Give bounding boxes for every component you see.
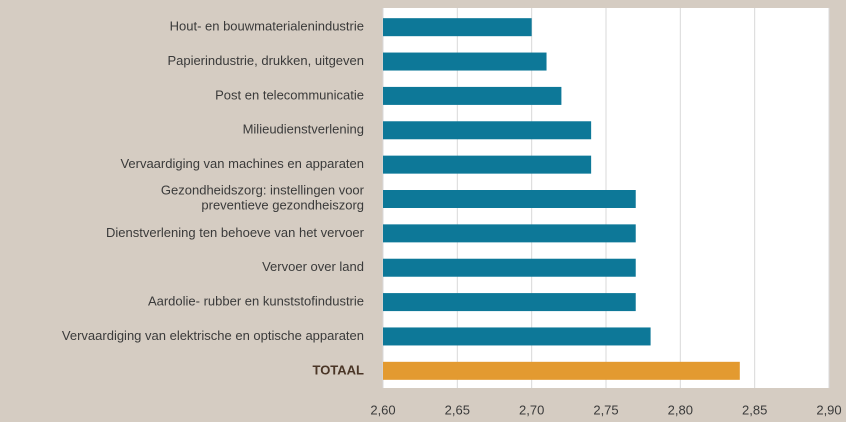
y-tick-label: Vervaardiging van machines en apparaten <box>120 156 364 171</box>
bar <box>383 327 651 346</box>
bar <box>383 155 592 174</box>
y-tick-label: Vervaardiging van elektrische en optisch… <box>62 328 364 343</box>
bar <box>383 121 592 140</box>
bar <box>383 224 636 243</box>
y-tick-label: TOTAAL <box>312 362 364 377</box>
bar <box>383 86 562 105</box>
y-tick-label: Post en telecommunicatie <box>215 87 364 102</box>
x-tick-label: 2,70 <box>519 402 544 417</box>
x-tick-label: 2,60 <box>370 402 395 417</box>
y-tick-label: Dienstverlening ten behoeve van het verv… <box>106 225 365 240</box>
y-tick-label: Vervoer over land <box>262 259 364 274</box>
y-tick-label: Gezondheidszorg: instellingen voor preven… <box>161 183 365 213</box>
x-tick-label: 2,80 <box>668 402 693 417</box>
bar <box>383 361 740 380</box>
bar <box>383 293 636 312</box>
bar <box>383 258 636 277</box>
bar <box>383 18 532 37</box>
y-tick-label: Papierindustrie, drukken, uitgeven <box>167 53 364 68</box>
y-tick-label: Aardolie- rubber en kunststofindustrie <box>148 294 364 309</box>
bar <box>383 190 636 208</box>
y-tick-label: Milieudienstverlening <box>243 122 364 137</box>
bar <box>383 52 547 71</box>
x-tick-label: 2,85 <box>742 402 767 417</box>
x-tick-label: 2,90 <box>816 402 841 417</box>
x-tick-label: 2,65 <box>445 402 470 417</box>
x-tick-label: 2,75 <box>593 402 618 417</box>
y-tick-label: Hout- en bouwmaterialenindustrie <box>170 19 364 34</box>
